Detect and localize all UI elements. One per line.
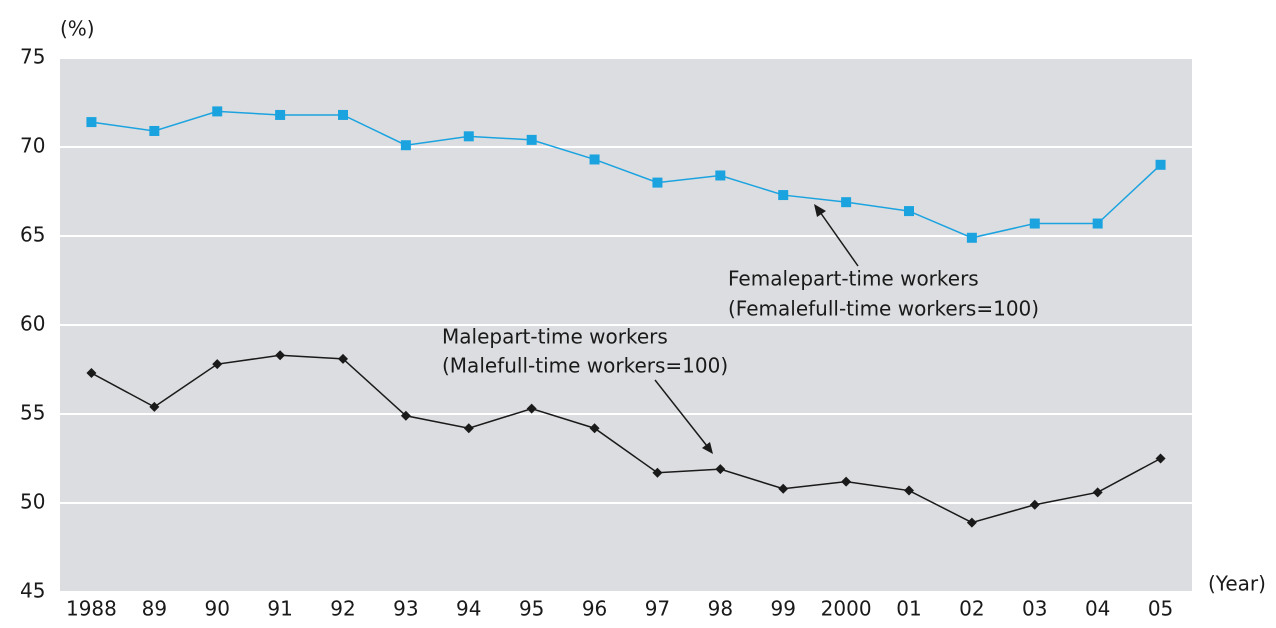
annotation: (Malefull-time workers=100) — [442, 354, 728, 378]
marker — [841, 476, 852, 487]
marker — [526, 403, 537, 414]
arrows — [654, 204, 859, 454]
y-tick-label: 45 — [20, 579, 45, 603]
x-tick-label: 98 — [708, 597, 733, 621]
marker — [212, 359, 223, 370]
annotation: Femalepart-time workers — [728, 267, 979, 291]
marker — [715, 464, 726, 475]
marker — [904, 485, 914, 496]
x-tick-label: 03 — [1022, 597, 1047, 621]
marker — [212, 106, 223, 117]
x-tick-label: 01 — [896, 597, 921, 621]
marker — [275, 109, 286, 120]
x-axis-label: (Year) — [1208, 572, 1266, 596]
marker — [904, 206, 914, 217]
marker — [149, 125, 160, 136]
x-tick-label: 89 — [142, 597, 167, 621]
x-tick-label: 97 — [645, 597, 670, 621]
marker — [1029, 218, 1040, 229]
marker — [1092, 218, 1103, 229]
x-tick-label: 02 — [959, 597, 984, 621]
marker — [1092, 487, 1103, 498]
marker — [1155, 453, 1166, 464]
x-tick-label: 90 — [204, 597, 229, 621]
marker — [841, 197, 852, 208]
marker — [338, 353, 348, 364]
series-line — [91, 354, 1161, 524]
marker — [86, 117, 97, 128]
x-tick-label: 95 — [519, 597, 544, 621]
marker — [338, 109, 348, 120]
marker — [966, 232, 977, 243]
marker — [589, 423, 600, 434]
y-tick-label: 50 — [20, 490, 45, 514]
marker — [86, 368, 97, 379]
marker — [652, 467, 663, 478]
annotation: (Femalefull-time workers=100) — [728, 297, 1039, 321]
x-tick-label: 96 — [582, 597, 607, 621]
marker — [400, 140, 411, 151]
annotation: Malepart-time workers — [442, 325, 668, 349]
marker — [526, 134, 537, 145]
marker — [400, 410, 411, 421]
marker — [463, 131, 474, 142]
marker — [778, 190, 789, 201]
y-tick-label: 60 — [20, 312, 45, 336]
marker — [275, 350, 286, 361]
y-tick-label: 55 — [20, 401, 45, 425]
y-tick-label: 75 — [20, 45, 45, 69]
x-tick-label: 05 — [1148, 597, 1173, 621]
marker — [715, 170, 726, 181]
x-tick-label: 91 — [267, 597, 292, 621]
y-tick-label: 65 — [20, 223, 45, 247]
marker — [1029, 499, 1040, 510]
x-tick-label: 92 — [330, 597, 355, 621]
x-tick-label: 04 — [1085, 597, 1110, 621]
marker — [966, 517, 977, 528]
x-tick-label: 99 — [770, 597, 795, 621]
marker — [1155, 159, 1166, 170]
marker — [589, 154, 600, 165]
x-tick-label: 2000 — [821, 597, 872, 621]
y-axis-label: (%) — [60, 17, 95, 41]
series-line — [91, 110, 1162, 239]
x-tick-label: 1988 — [66, 597, 117, 621]
x-tick-label: 93 — [393, 597, 418, 621]
x-tick-label: 94 — [456, 597, 481, 621]
marker — [652, 177, 663, 188]
marker — [463, 423, 474, 434]
marker — [778, 483, 789, 494]
y-tick-label: 70 — [20, 134, 45, 158]
marker — [149, 401, 160, 412]
